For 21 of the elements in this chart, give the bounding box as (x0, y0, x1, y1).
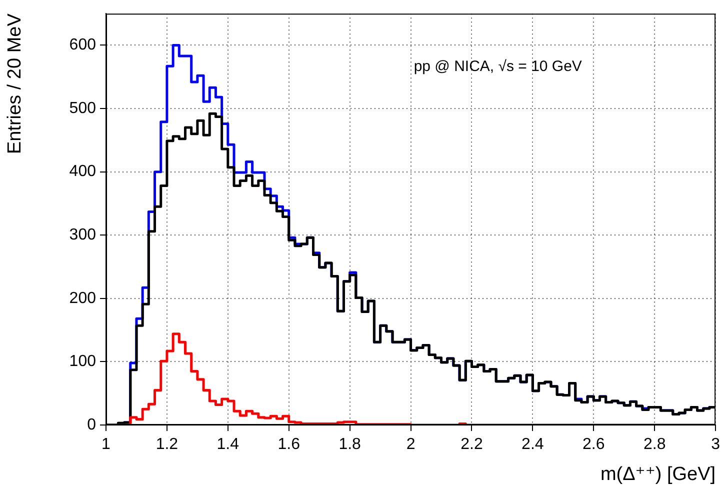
y-tick-label: 500 (69, 100, 96, 117)
x-tick-label: 1 (102, 436, 111, 454)
y-axis-title: Entries / 20 MeV (4, 13, 26, 154)
x-tick-label: 2 (406, 436, 416, 454)
x-axis-title: m(Δ⁺⁺) [GeV] (600, 464, 716, 485)
y-tick-label: 600 (69, 36, 96, 54)
x-tick-label: 1.6 (278, 436, 300, 454)
x-tick-label: 2.8 (643, 436, 666, 454)
x-tick-label: 1.2 (156, 436, 178, 454)
annotation: pp @ NICA, √s = 10 GeV (414, 58, 582, 76)
y-tick-label: 100 (69, 353, 96, 370)
x-tick-label: 2.6 (582, 436, 605, 454)
x-tick-label: 1.4 (216, 436, 240, 454)
y-tick-label: 400 (69, 163, 96, 180)
x-tick-label: 2.4 (522, 436, 544, 454)
x-tick-label: 1.8 (338, 436, 362, 454)
x-tick-label: 2.2 (460, 436, 483, 454)
y-tick-label: 0 (87, 416, 96, 434)
y-tick-label: 300 (69, 226, 96, 244)
x-tick-label: 3 (711, 436, 720, 454)
y-tick-label: 200 (69, 290, 96, 307)
